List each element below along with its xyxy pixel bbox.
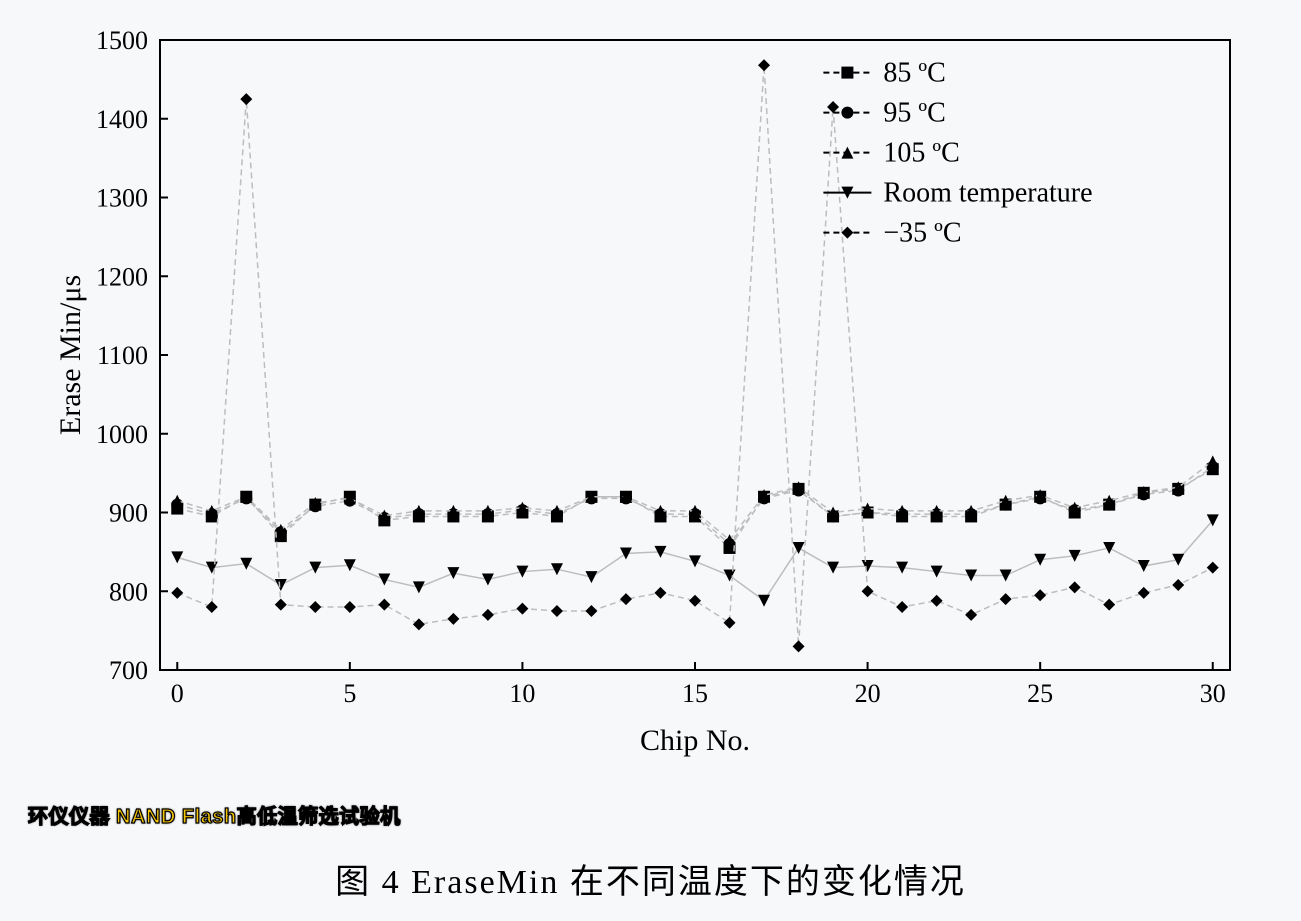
data-marker xyxy=(447,613,459,625)
data-marker xyxy=(482,609,494,621)
data-marker xyxy=(793,640,805,652)
y-tick-label: 1200 xyxy=(96,262,148,291)
data-marker xyxy=(240,93,252,105)
y-tick-label: 1100 xyxy=(97,341,148,370)
data-marker xyxy=(841,227,853,239)
x-tick-label: 30 xyxy=(1200,679,1226,708)
data-marker xyxy=(585,605,597,617)
data-marker xyxy=(516,603,528,615)
data-marker xyxy=(827,101,839,113)
data-marker xyxy=(1103,542,1115,554)
data-marker xyxy=(482,573,494,585)
legend-label: Room temperature xyxy=(883,178,1092,209)
data-marker xyxy=(171,587,183,599)
data-marker xyxy=(1034,589,1046,601)
data-marker xyxy=(1069,581,1081,593)
data-marker xyxy=(551,605,563,617)
y-tick-label: 700 xyxy=(109,656,148,685)
data-marker xyxy=(841,67,853,79)
legend-label: 85 ºC xyxy=(883,58,945,89)
data-marker xyxy=(1207,562,1219,574)
data-marker xyxy=(378,573,390,585)
data-marker xyxy=(689,595,701,607)
data-marker xyxy=(931,595,943,607)
data-marker xyxy=(654,587,666,599)
chart-container: 700 800 900 1000 1100 1200 1300 1400 1500 0 5 10 15 2… xyxy=(40,20,1260,780)
data-marker xyxy=(413,581,425,593)
data-marker xyxy=(585,571,597,583)
data-marker xyxy=(862,585,874,597)
data-marker xyxy=(1138,587,1150,599)
x-tick-label: 15 xyxy=(682,679,708,708)
data-marker xyxy=(1172,579,1184,591)
data-marker xyxy=(689,555,701,567)
y-tick-label: 1500 xyxy=(96,26,148,55)
figure-caption: 图 4 EraseMin 在不同温度下的变化情况 xyxy=(0,854,1301,903)
data-marker xyxy=(1207,455,1219,467)
x-tick-label: 10 xyxy=(509,679,535,708)
data-marker xyxy=(447,567,459,579)
watermark-text: 环仪仪器 NAND Flash高低温筛选试验机 xyxy=(28,800,401,829)
data-marker xyxy=(275,599,287,611)
data-marker xyxy=(896,601,908,613)
y-tick-label: 1000 xyxy=(96,420,148,449)
data-marker xyxy=(309,601,321,613)
chart-svg: 700 800 900 1000 1100 1200 1300 1400 1500 0 5 10 15 2… xyxy=(40,20,1260,780)
series-line xyxy=(177,461,1212,540)
legend-label: 105 ºC xyxy=(883,138,959,169)
x-tick-label: 25 xyxy=(1027,679,1053,708)
data-marker xyxy=(378,599,390,611)
y-tick-label: 900 xyxy=(109,499,148,528)
data-marker xyxy=(758,595,770,607)
figure-page: 700 800 900 1000 1100 1200 1300 1400 1500 0 5 10 15 2… xyxy=(0,0,1301,921)
data-marker xyxy=(1103,599,1115,611)
legend-label: −35 ºC xyxy=(883,218,961,249)
data-marker xyxy=(171,551,183,563)
data-marker xyxy=(841,107,853,119)
data-marker xyxy=(793,542,805,554)
data-marker xyxy=(841,147,853,159)
y-axis-title: Erase Min/μs xyxy=(54,275,87,435)
x-tick-label: 0 xyxy=(171,679,184,708)
y-tick-label: 1300 xyxy=(96,184,148,213)
data-marker xyxy=(1000,593,1012,605)
x-tick-label: 20 xyxy=(855,679,881,708)
data-marker xyxy=(724,570,736,582)
data-marker xyxy=(724,617,736,629)
y-tick-label: 1400 xyxy=(96,105,148,134)
x-tick-label: 5 xyxy=(343,679,356,708)
plot-border xyxy=(160,40,1230,670)
data-marker xyxy=(758,59,770,71)
y-tick-label: 800 xyxy=(109,577,148,606)
data-marker xyxy=(1138,560,1150,572)
data-marker xyxy=(965,609,977,621)
data-marker xyxy=(620,593,632,605)
data-marker xyxy=(206,601,218,613)
data-marker xyxy=(275,579,287,591)
legend-label: 95 ºC xyxy=(883,98,945,129)
data-marker xyxy=(344,601,356,613)
data-marker xyxy=(413,618,425,630)
data-marker xyxy=(1172,554,1184,566)
x-axis-title: Chip No. xyxy=(640,724,750,757)
